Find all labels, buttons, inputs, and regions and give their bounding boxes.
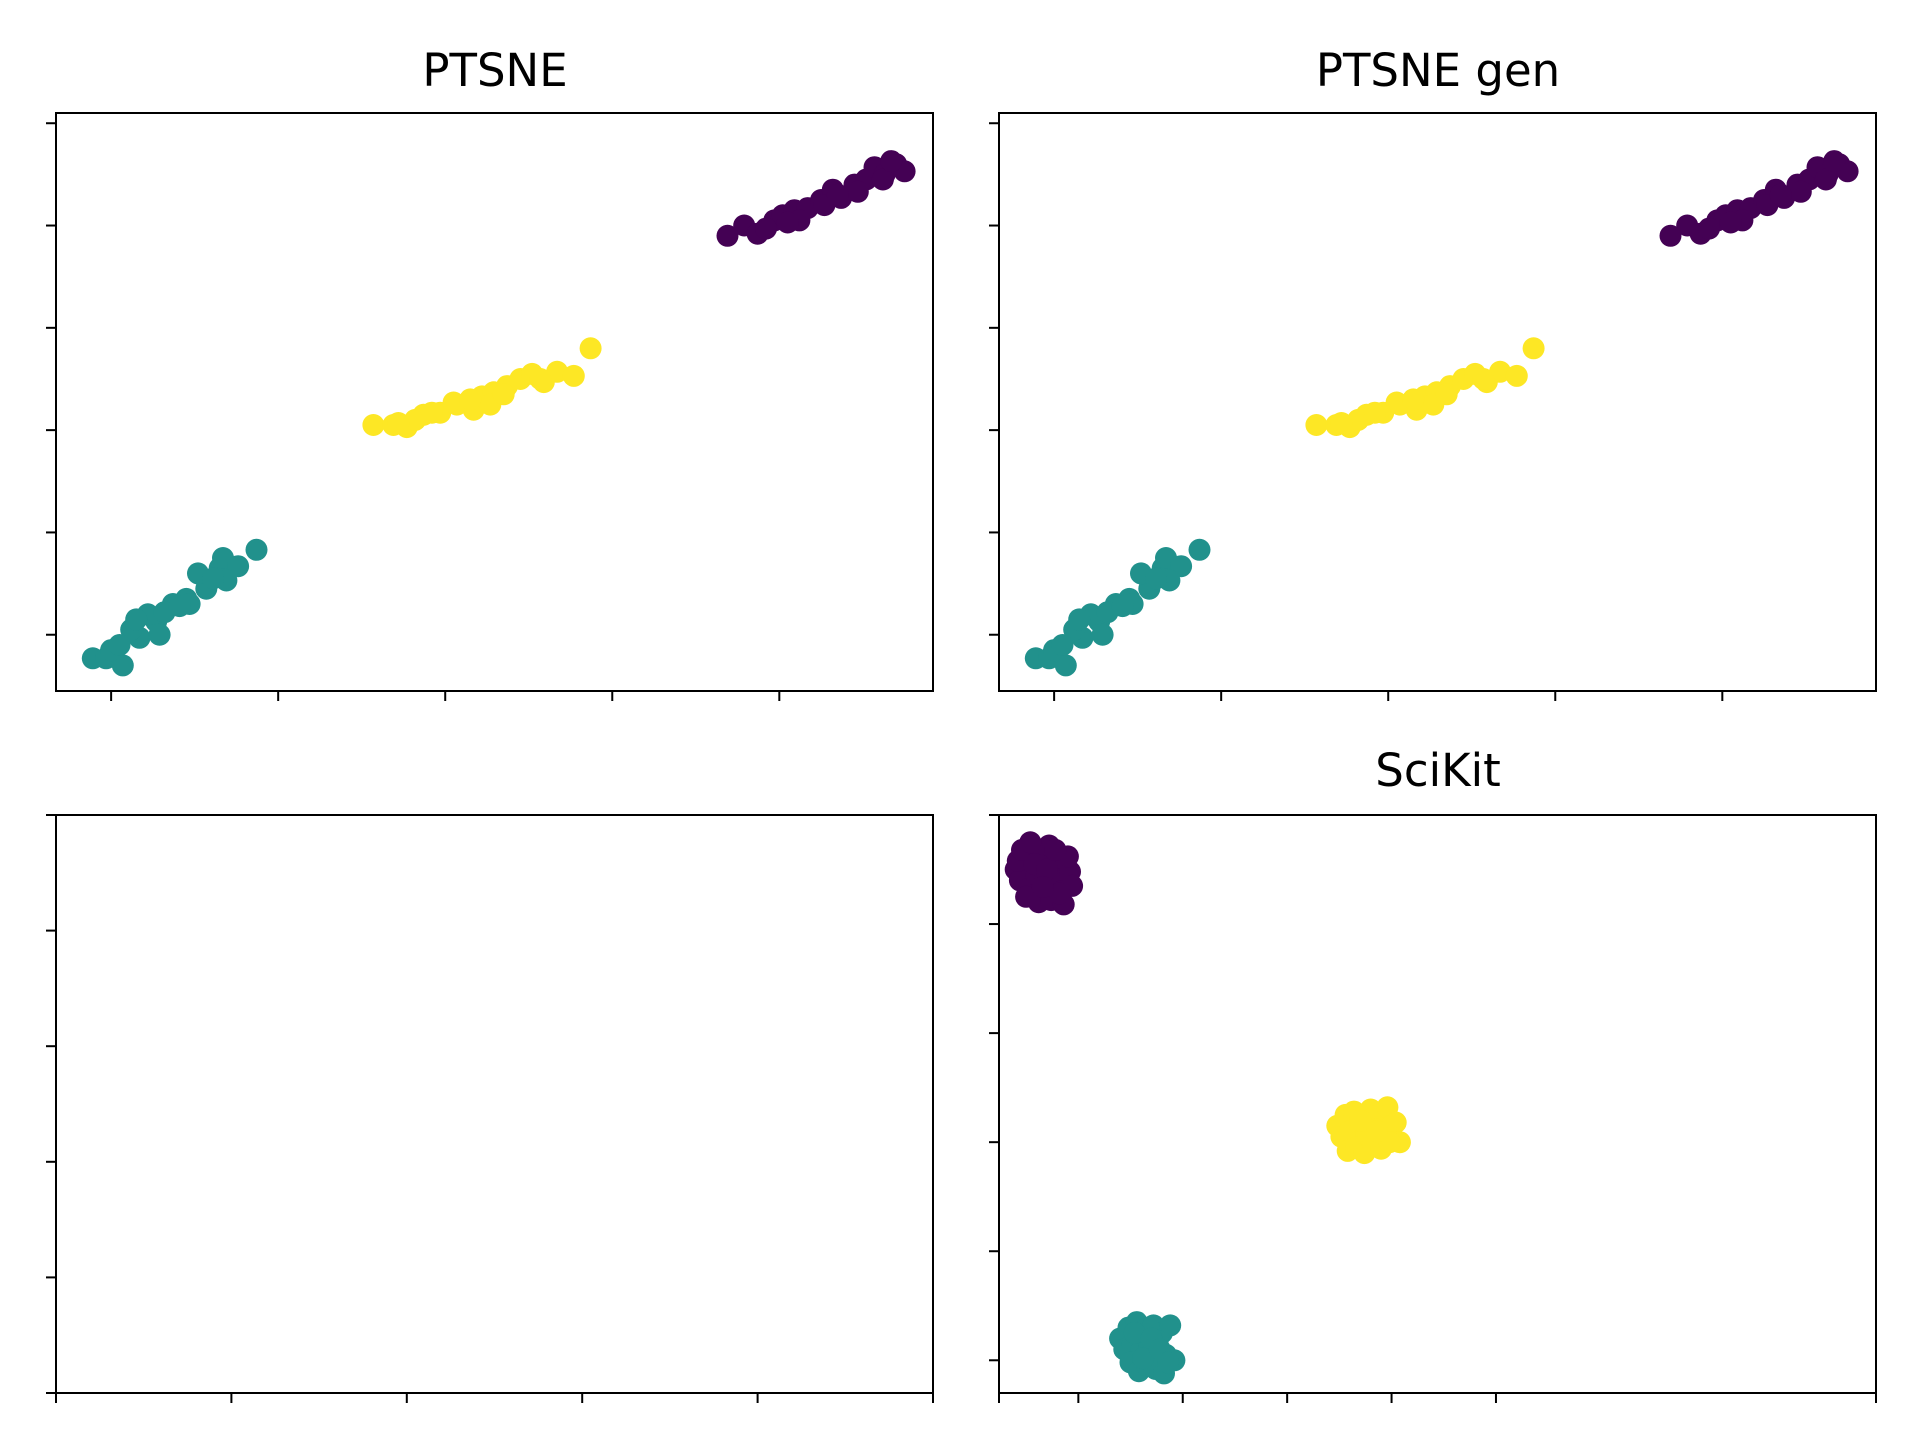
scatter-point-purple — [846, 180, 869, 203]
scatter-point-yellow — [404, 408, 427, 431]
ticks — [989, 122, 1724, 701]
panel-scikit: SciKit — [989, 744, 1877, 1403]
scatter-point-purple — [871, 168, 894, 191]
scatter-point-purple — [1036, 858, 1058, 881]
scatter-point-yellow — [1505, 364, 1528, 387]
scatter-point-teal — [1132, 1347, 1155, 1370]
panel-empty — [46, 814, 934, 1403]
scatter-point-teal — [1157, 1351, 1180, 1374]
scatter-point-teal — [108, 634, 131, 656]
scatter-point-purple — [776, 211, 799, 234]
scatter-point-purple — [1814, 168, 1837, 191]
scatter-point-purple — [1823, 150, 1846, 173]
scatter-point-purple — [880, 150, 903, 173]
points — [1004, 831, 1411, 1385]
scatter-point-yellow — [420, 401, 443, 424]
scatter-point-yellow — [492, 383, 515, 406]
scatter-point-teal — [245, 538, 268, 561]
scatter-point-purple — [1659, 224, 1682, 247]
scatter-point-yellow — [387, 412, 410, 434]
scatter-point-teal — [111, 654, 134, 677]
scatter-point-yellow — [579, 337, 602, 360]
scatter-point-teal — [1111, 595, 1134, 618]
scatter-point-purple — [1719, 211, 1742, 234]
scatter-point-purple — [1769, 183, 1792, 206]
scatter-point-teal — [1068, 608, 1091, 631]
scatter-point-yellow — [1522, 337, 1545, 360]
scatter-point-teal — [1188, 538, 1211, 561]
panel-title: PTSNE — [422, 44, 567, 97]
panel-ptsne-gen: PTSNE gen — [989, 44, 1877, 701]
points — [1024, 150, 1859, 677]
scatter-point-yellow — [546, 360, 569, 383]
plot-area — [55, 814, 934, 1394]
ticks — [46, 814, 934, 1403]
scatter-point-teal — [1054, 654, 1077, 677]
scatter-point-yellow — [1305, 414, 1328, 436]
scatter-point-purple — [1044, 838, 1067, 861]
scatter-point-yellow — [1347, 408, 1370, 431]
scatter-point-teal — [1145, 567, 1167, 590]
scatter-point-yellow — [529, 368, 552, 390]
scatter-point-teal — [1123, 1322, 1146, 1344]
panel-ptsne: PTSNE — [46, 44, 934, 701]
panel-title: SciKit — [1375, 744, 1500, 797]
scatter-point-purple — [755, 217, 777, 240]
scatter-point-yellow — [1330, 412, 1353, 434]
panel-title: PTSNE gen — [1316, 44, 1560, 97]
scatter-point-purple — [826, 183, 849, 206]
scatter-point-purple — [716, 224, 739, 247]
ticks — [989, 814, 1877, 1403]
scatter-point-purple — [1698, 217, 1720, 240]
scatter-point-yellow — [1365, 1120, 1388, 1143]
points — [81, 150, 916, 677]
scatter-point-yellow — [562, 364, 585, 387]
scatter-point-yellow — [1363, 401, 1386, 424]
scatter-point-yellow — [362, 414, 385, 436]
plot-area — [55, 112, 934, 692]
scatter-point-teal — [1159, 1314, 1182, 1337]
scatter-point-teal — [125, 608, 148, 631]
scatter-point-yellow — [1349, 1109, 1372, 1132]
scatter-point-teal — [168, 595, 191, 618]
scatter-point-yellow — [1472, 368, 1495, 390]
scatter-point-yellow — [1402, 388, 1425, 411]
plot-area — [998, 814, 1877, 1394]
ticks — [46, 122, 781, 701]
scatter-point-yellow — [1435, 383, 1458, 406]
plot-area — [998, 112, 1877, 692]
scatter-point-purple — [1019, 831, 1042, 854]
scatter-point-yellow — [1489, 360, 1512, 383]
scatter-point-teal — [1051, 634, 1074, 656]
scatter-point-teal — [148, 623, 171, 646]
scatter-point-yellow — [459, 388, 482, 411]
scatter-point-teal — [1091, 623, 1114, 646]
scatter-point-purple — [1789, 180, 1812, 203]
scatter-point-teal — [202, 567, 224, 590]
scatter-point-purple — [1031, 876, 1054, 898]
scatter-point-purple — [1048, 882, 1071, 905]
